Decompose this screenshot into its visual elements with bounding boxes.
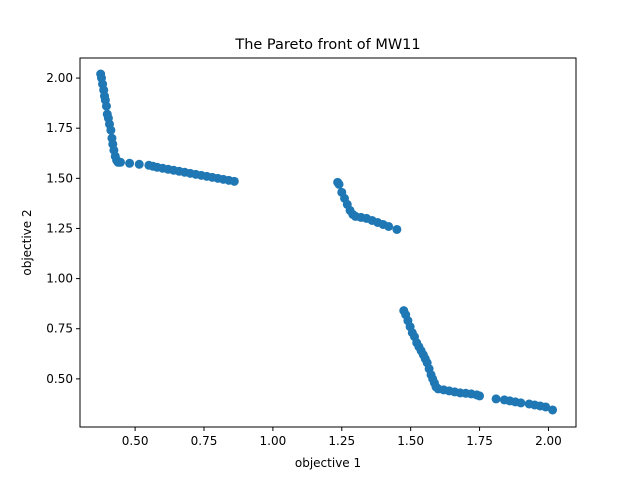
x-tick-label: 1.75 (466, 434, 493, 448)
y-tick-label: 2.00 (46, 71, 73, 85)
chart-title: The Pareto front of MW11 (234, 37, 420, 53)
data-point (392, 224, 402, 234)
x-tick-label: 0.50 (122, 434, 149, 448)
data-point (125, 158, 135, 168)
data-point (106, 125, 116, 135)
x-tick-label: 2.00 (535, 434, 562, 448)
data-point (334, 179, 344, 189)
y-tick-label: 0.75 (46, 322, 73, 336)
x-axis-ticks: 0.50 0.75 1.00 1.25 1.50 1.75 2.00 (122, 427, 562, 448)
x-axis-label: objective 1 (295, 456, 361, 470)
data-point (548, 405, 558, 415)
axes-frame (79, 57, 577, 428)
y-axis-label: objective 2 (20, 209, 34, 275)
y-tick-label: 1.75 (46, 121, 73, 135)
data-point (229, 176, 239, 186)
y-tick-label: 1.00 (46, 272, 73, 286)
data-point (116, 157, 126, 167)
data-point (541, 402, 551, 412)
data-point (101, 101, 111, 111)
data-point (516, 398, 526, 408)
data-point (134, 159, 144, 169)
y-tick-label: 1.25 (46, 221, 73, 235)
x-tick-label: 1.50 (397, 434, 424, 448)
data-point (475, 391, 485, 401)
x-tick-label: 1.25 (328, 434, 355, 448)
y-tick-label: 1.50 (46, 171, 73, 185)
y-tick-label: 0.50 (46, 372, 73, 386)
x-tick-label: 0.75 (191, 434, 218, 448)
points-layer (96, 69, 558, 415)
data-point (384, 221, 394, 231)
y-axis-ticks: 0.50 0.75 1.00 1.25 1.50 1.75 2.00 (46, 71, 80, 386)
data-point (491, 394, 501, 404)
x-tick-label: 1.00 (260, 434, 287, 448)
